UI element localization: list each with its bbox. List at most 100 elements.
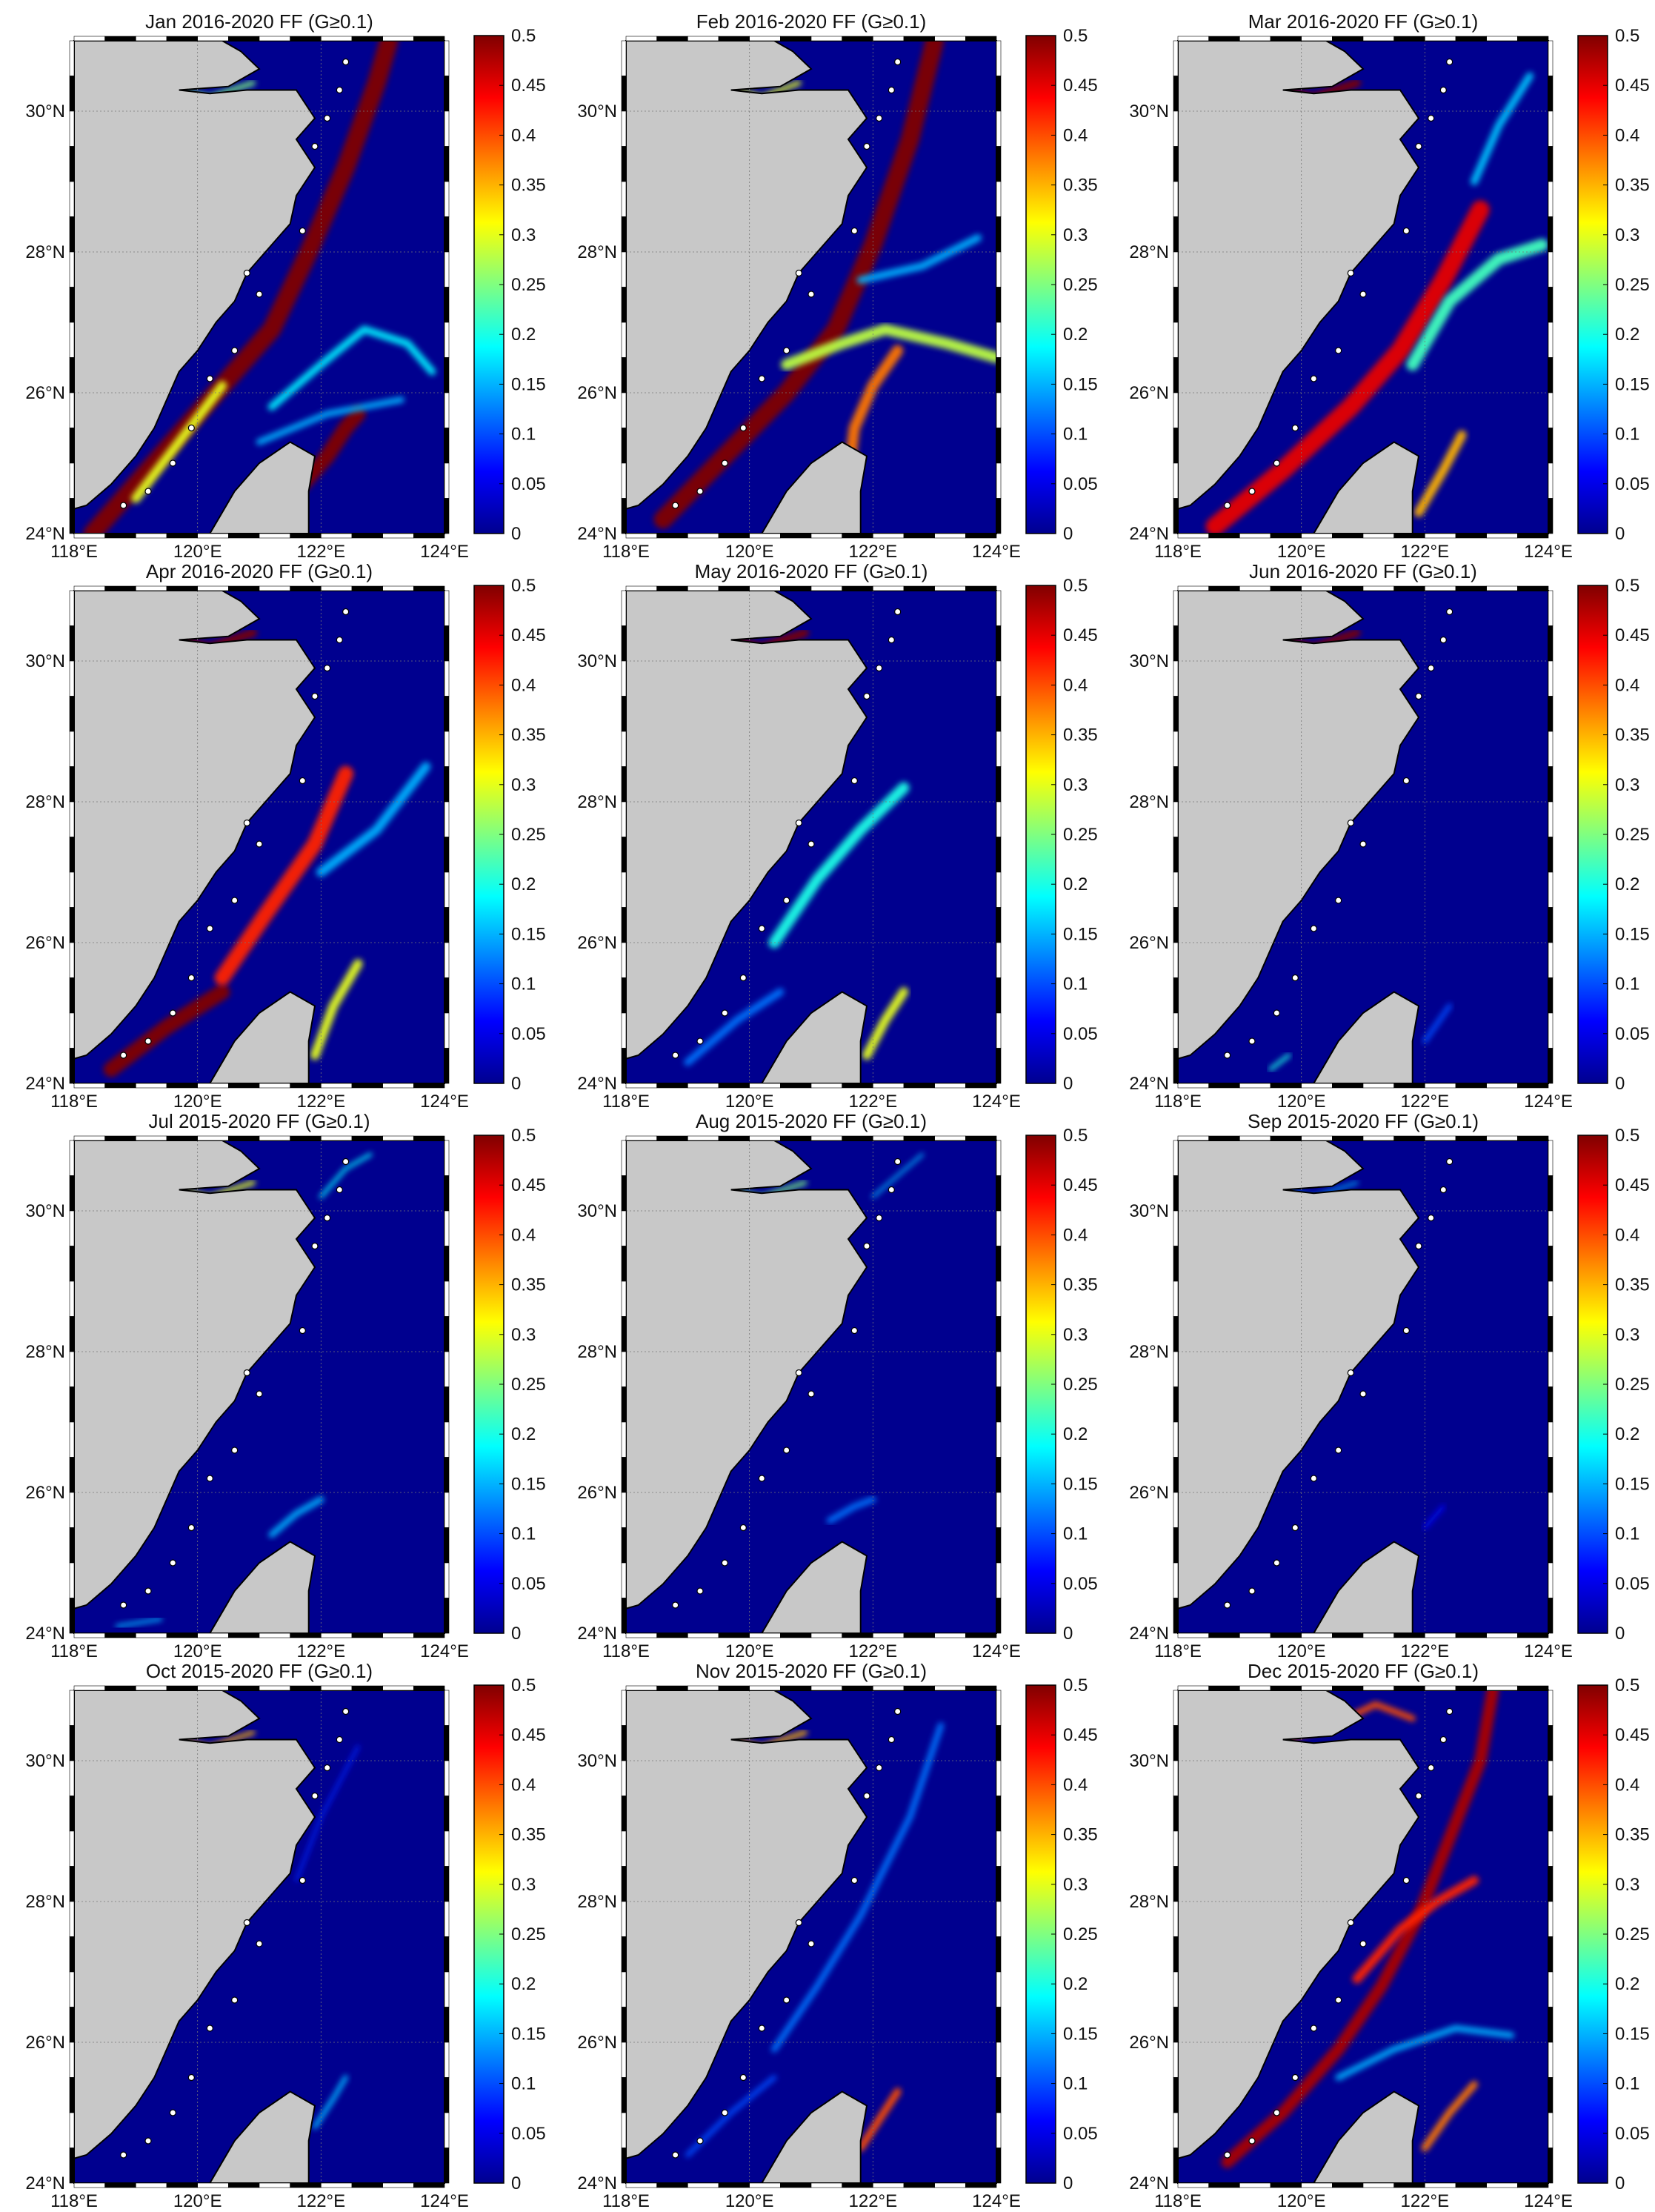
frame-segment	[656, 585, 688, 591]
frame-segment	[1270, 533, 1302, 539]
coastal-island	[243, 269, 250, 277]
front-feature	[871, 1152, 925, 1199]
coastal-island	[1335, 897, 1342, 904]
frame-segment	[1173, 1901, 1179, 1937]
coastal-island	[1439, 1736, 1447, 1744]
coastal-island	[1273, 2109, 1280, 2116]
lon-tick-label: 122°E	[1401, 542, 1450, 562]
frame-segment	[444, 590, 450, 626]
frame-segment	[444, 1866, 450, 1902]
colorbar-tick-label: 0.25	[1063, 1924, 1098, 1944]
frame-segment	[1301, 36, 1333, 41]
colorbar-tick-label: 0.05	[1615, 1024, 1650, 1044]
frame-segment	[965, 533, 997, 539]
front-feature	[267, 325, 436, 411]
frame-segment	[259, 1633, 290, 1638]
frame-segment	[1548, 590, 1554, 626]
map-panel: Feb 2016-2020 FF (G≥0.1) 118°E 120°E 122°E 1…	[552, 0, 1103, 562]
colorbar-tick-label: 0.35	[1063, 1275, 1098, 1295]
frame-segment	[1455, 1633, 1487, 1638]
coastal-island	[1415, 1792, 1422, 1800]
lat-tick-label: 26°N	[25, 933, 65, 953]
frame-segment	[290, 1685, 322, 1691]
frame-segment	[69, 1492, 75, 1528]
frame-segment	[934, 2182, 966, 2188]
colorbar-tick-label: 0.35	[1063, 176, 1098, 196]
coastal-island	[1359, 1390, 1367, 1398]
frame-segment	[1301, 1633, 1333, 1638]
frame-segment	[69, 1901, 75, 1937]
frame-segment	[1208, 585, 1240, 591]
lon-tick-label: 118°E	[1154, 1092, 1202, 1112]
frame-segment	[1173, 287, 1179, 323]
coastal-island	[336, 1736, 343, 1744]
frame-segment	[996, 977, 1002, 1014]
lat-tick-label: 26°N	[25, 1483, 65, 1503]
frame-segment	[1548, 322, 1554, 358]
lon-tick-label: 118°E	[50, 1641, 98, 1661]
frame-segment	[1332, 585, 1364, 591]
frame-segment	[1173, 1210, 1179, 1246]
colorbar-tick-label: 0.3	[1063, 225, 1088, 245]
frame-segment	[1173, 766, 1179, 803]
lon-tick-label: 122°E	[297, 1092, 346, 1112]
lon-tick-label: 120°E	[725, 2191, 774, 2211]
frame-segment	[1239, 585, 1271, 591]
mainland	[1178, 591, 1420, 1060]
frame-segment	[1270, 585, 1302, 591]
panel-title: Sep 2015-2020 FF (G≥0.1)	[1248, 1110, 1479, 1132]
frame-segment	[1173, 392, 1179, 428]
lon-tick-label: 118°E	[1154, 542, 1202, 562]
frame-segment	[228, 36, 260, 41]
frame-segment	[625, 2182, 657, 2188]
frame-segment	[621, 1760, 627, 1796]
map-area	[1178, 1690, 1548, 2183]
lat-tick-label: 28°N	[1129, 1342, 1169, 1362]
frame-segment	[996, 766, 1002, 803]
frame-segment	[810, 1083, 842, 1089]
coastal-island	[243, 819, 250, 827]
frame-segment	[780, 533, 812, 539]
lon-tick-label: 124°E	[1524, 1092, 1573, 1112]
coastal-island	[876, 664, 883, 672]
coastal-island	[311, 1792, 319, 1800]
frame-segment	[1548, 1140, 1554, 1176]
coastal-island	[696, 1037, 704, 1045]
frame-segment	[1548, 1012, 1554, 1049]
frame-segment	[444, 1012, 450, 1049]
coastal-island	[324, 1764, 331, 1772]
lon-tick-label: 122°E	[849, 542, 898, 562]
frame-segment	[166, 1633, 198, 1638]
front-feature	[214, 765, 354, 986]
lat-tick-label: 30°N	[577, 651, 617, 671]
colorbar-tick-label: 0.35	[1615, 176, 1650, 196]
frame-segment	[136, 1685, 167, 1691]
colorbar-tick-label: 0.25	[511, 1375, 546, 1395]
colorbar-tick-label: 0.4	[1063, 1225, 1088, 1245]
colorbar-tick-label: 0.15	[1615, 924, 1650, 944]
lon-tick-label: 118°E	[1154, 2191, 1202, 2211]
lon-tick-label: 122°E	[297, 2191, 346, 2211]
lat-tick-label: 24°N	[25, 1624, 65, 1644]
colorbar-tick-label: 0.1	[1615, 1524, 1639, 1544]
frame-segment	[1173, 1175, 1179, 1212]
colorbar-tick-label: 0	[1615, 1624, 1625, 1644]
lon-tick-label: 120°E	[1277, 1092, 1326, 1112]
frame-segment	[810, 533, 842, 539]
frame-segment	[1173, 1316, 1179, 1352]
front-feature	[1413, 430, 1467, 517]
frame-segment	[321, 1083, 353, 1089]
coastal-island	[1446, 608, 1453, 616]
frame-segment	[873, 585, 905, 591]
frame-segment	[996, 462, 1002, 499]
lon-tick-label: 120°E	[173, 1092, 222, 1112]
frame-segment	[1173, 76, 1179, 112]
coastal-island	[311, 142, 319, 150]
frame-segment	[1548, 1048, 1554, 1084]
frame-segment	[656, 1083, 688, 1089]
frame-segment	[1393, 585, 1425, 591]
frame-segment	[621, 977, 627, 1014]
coastal-island	[324, 664, 331, 672]
coastal-island	[758, 375, 765, 382]
coastal-island	[758, 2025, 765, 2032]
